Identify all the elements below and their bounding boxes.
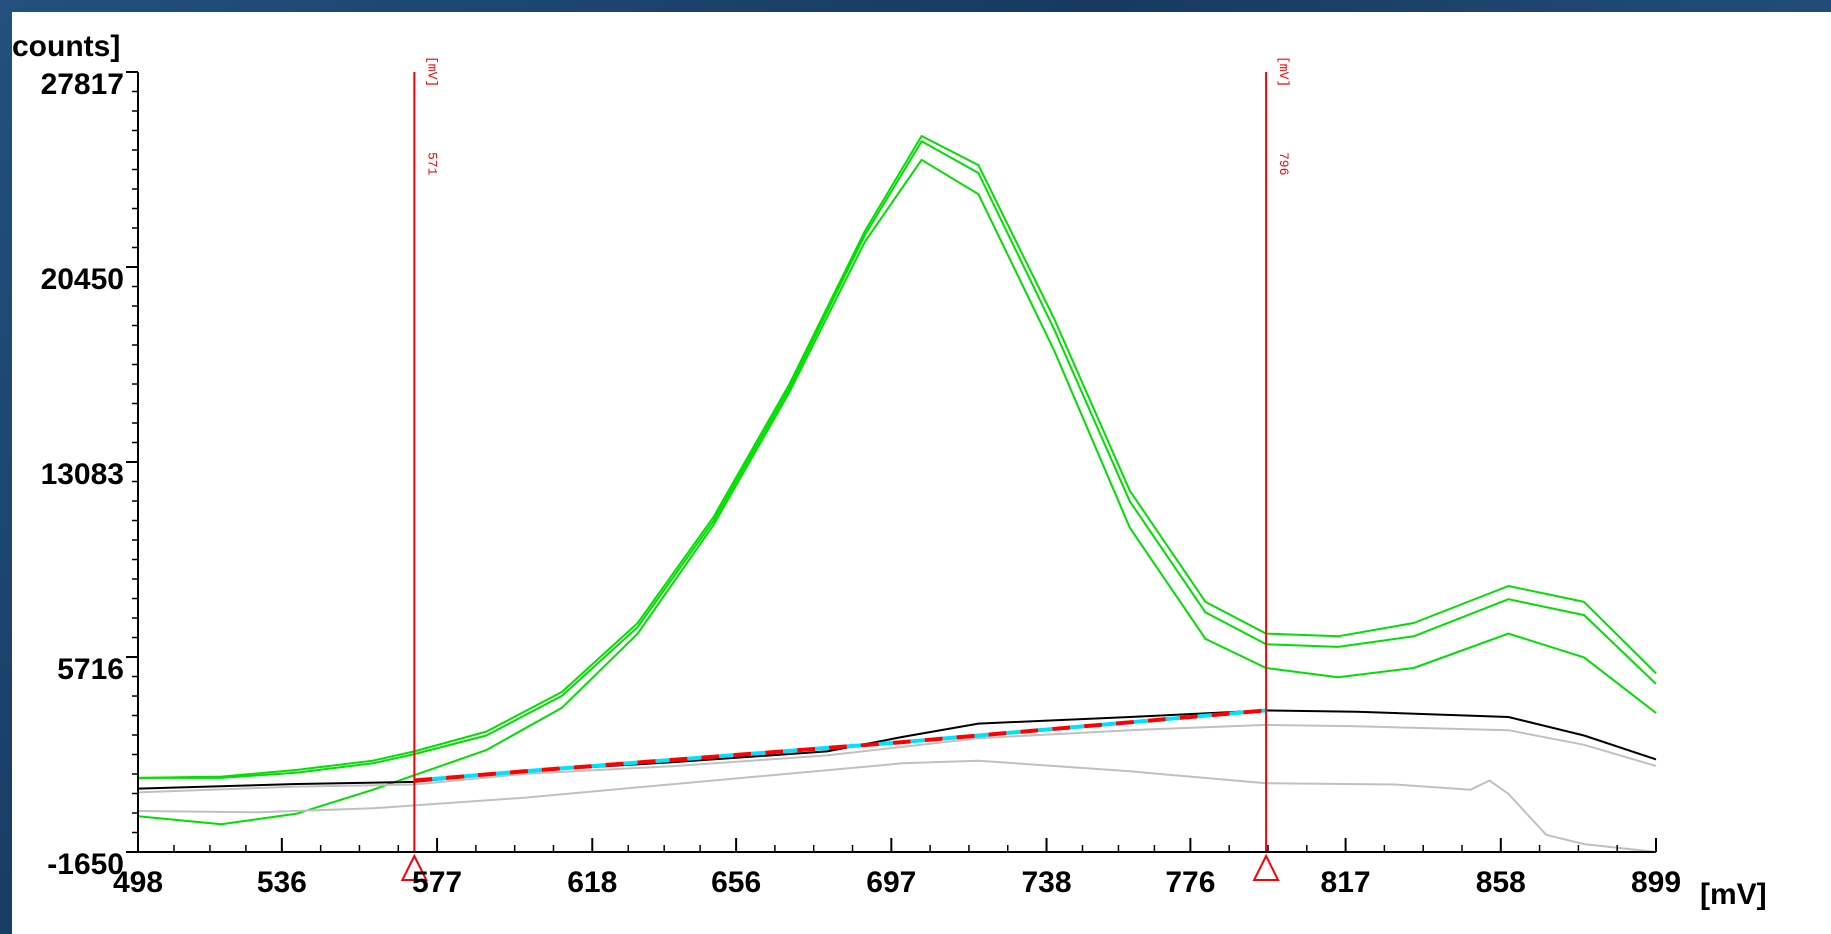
series-line-6 xyxy=(414,708,1267,783)
series-layer xyxy=(137,135,1657,853)
y-tick-label: 27817 xyxy=(41,68,124,101)
series-line-0 xyxy=(137,135,1657,779)
x-tick-label: 817 xyxy=(1321,866,1371,899)
y-tick-label: 5716 xyxy=(57,653,124,686)
y-tick-label: -1650 xyxy=(47,848,124,881)
x-tick-label: 536 xyxy=(257,866,307,899)
cursor-value-label: 571 xyxy=(424,152,439,176)
series-line-5 xyxy=(137,759,1657,853)
cursor-unit-label: [mV] xyxy=(1276,56,1291,87)
plot-canvas: [mV] 571 [mV] 796 27817 20450 13083 5716 -1650 4… xyxy=(12,12,1831,934)
x-tick-label: 498 xyxy=(113,866,163,899)
x-tick-label: 618 xyxy=(567,866,617,899)
x-tick-label: 656 xyxy=(711,866,761,899)
marker-layer: [mV] 571 [mV] 796 xyxy=(400,56,1291,881)
cursor-handle-icon[interactable] xyxy=(400,853,428,881)
x-tick-label: 577 xyxy=(412,866,462,899)
x-tick-label: 858 xyxy=(1476,866,1526,899)
cursor-value-label: 796 xyxy=(1276,152,1291,175)
y-axis-label: counts] xyxy=(12,30,120,63)
x-tick-label: 899 xyxy=(1631,866,1681,899)
x-axis-label: [mV] xyxy=(1700,878,1767,911)
cursor-handle-icon[interactable] xyxy=(1252,853,1280,881)
y-tick-label: 20450 xyxy=(41,263,124,296)
cursor-unit-label: [mV] xyxy=(424,56,439,87)
series-line-1 xyxy=(138,140,1657,779)
x-tick-label: 776 xyxy=(1165,866,1215,899)
x-tick-label: 697 xyxy=(866,866,916,899)
chart: [mV] 571 [mV] 796 27817 20450 13083 5716 -16504… xyxy=(12,30,1767,911)
series-line-3 xyxy=(137,709,1657,790)
y-tick-label: 13083 xyxy=(41,458,124,491)
x-tick-label: 738 xyxy=(1021,866,1071,899)
series-line-2 xyxy=(137,158,1657,826)
